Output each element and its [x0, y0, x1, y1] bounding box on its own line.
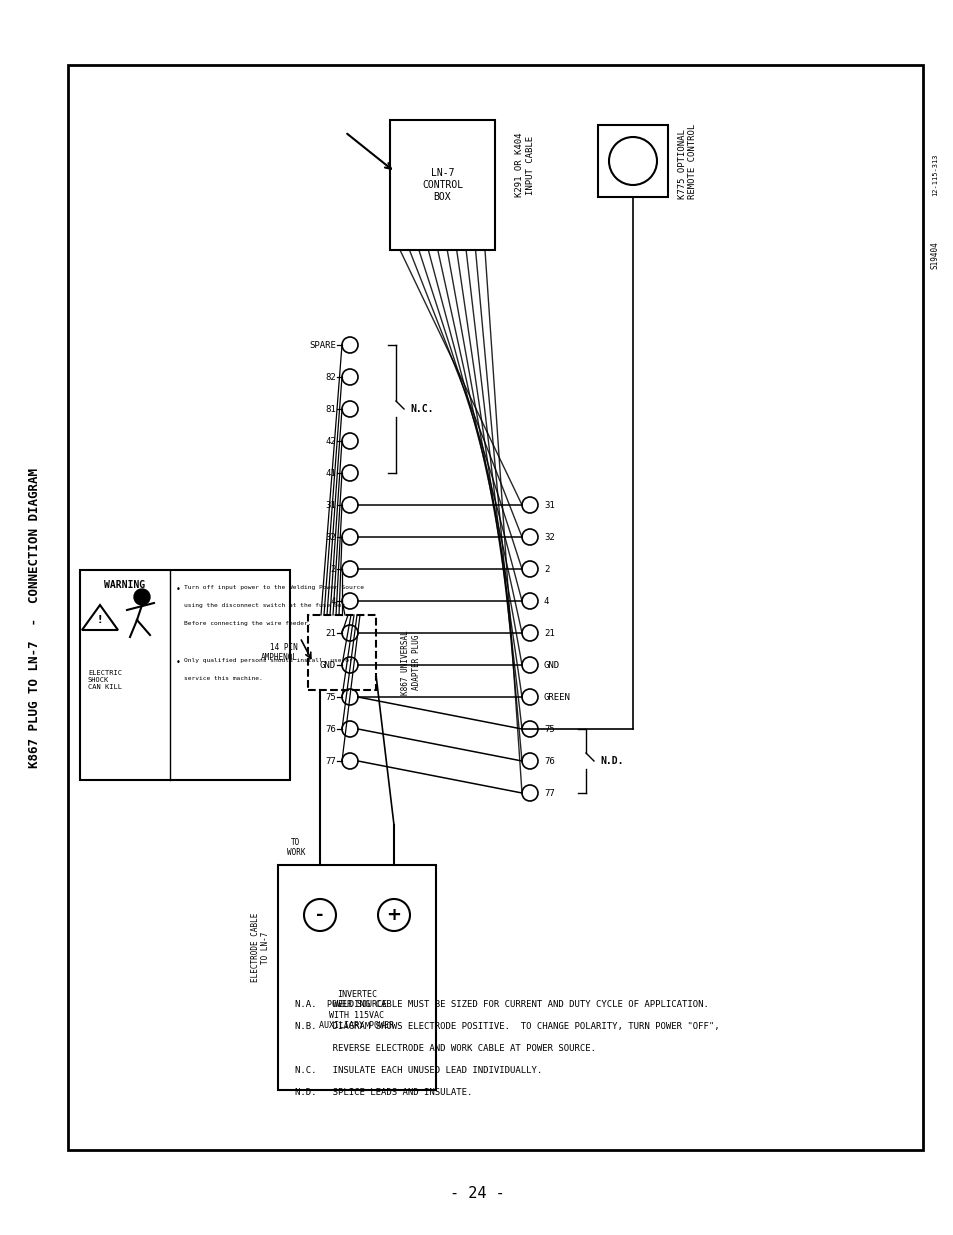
Text: GND: GND: [543, 661, 559, 669]
Text: N.D.: N.D.: [599, 756, 623, 766]
Text: ELECTRIC
SHOCK
CAN KILL: ELECTRIC SHOCK CAN KILL: [88, 671, 122, 690]
Text: ELECTRODE CABLE
TO LN-7: ELECTRODE CABLE TO LN-7: [251, 913, 270, 982]
Text: K867 UNIVERSAL
ADAPTER PLUG: K867 UNIVERSAL ADAPTER PLUG: [401, 630, 420, 695]
Text: GND: GND: [319, 661, 335, 669]
Text: 82: 82: [325, 373, 335, 382]
Text: 77: 77: [325, 757, 335, 766]
Bar: [308, 615, 375, 690]
Text: 75: 75: [325, 693, 335, 701]
Text: +: +: [386, 906, 401, 924]
Text: - 24 -: - 24 -: [449, 1186, 504, 1200]
Text: K775 OPTIONAL
REMOTE CONTROL: K775 OPTIONAL REMOTE CONTROL: [678, 124, 697, 199]
Text: 42: 42: [325, 436, 335, 446]
Text: TO
WORK: TO WORK: [287, 837, 305, 857]
Text: service this machine.: service this machine.: [184, 676, 262, 680]
Text: N.A.   WELDING CABLE MUST BE SIZED FOR CURRENT AND DUTY CYCLE OF APPLICATION.: N.A. WELDING CABLE MUST BE SIZED FOR CUR…: [294, 1000, 708, 1009]
Text: S19404: S19404: [929, 241, 939, 269]
Text: LN-7
CONTROL
BOX: LN-7 CONTROL BOX: [421, 168, 462, 201]
Text: 76: 76: [543, 757, 554, 766]
Text: 4: 4: [331, 597, 335, 605]
Text: Before connecting the wire feeder.: Before connecting the wire feeder.: [184, 621, 312, 626]
Bar: [277, 864, 436, 1091]
Bar: [68, 65, 923, 1150]
Text: 4: 4: [543, 597, 549, 605]
Text: 75: 75: [543, 725, 554, 734]
Text: 14 PIN
AMPHENOL: 14 PIN AMPHENOL: [261, 642, 297, 662]
Text: 31: 31: [325, 500, 335, 510]
Text: •: •: [175, 658, 181, 667]
Text: 2: 2: [331, 564, 335, 573]
Text: N.C.   INSULATE EACH UNUSED LEAD INDIVIDUALLY.: N.C. INSULATE EACH UNUSED LEAD INDIVIDUA…: [294, 1066, 541, 1074]
Text: 31: 31: [543, 500, 554, 510]
Text: K291 OR K404
INPUT CABLE: K291 OR K404 INPUT CABLE: [515, 132, 534, 198]
Text: GREEN: GREEN: [543, 693, 570, 701]
Text: using the disconnect switch at the fuse box: using the disconnect switch at the fuse …: [184, 603, 345, 608]
Text: 77: 77: [543, 788, 554, 798]
Text: 21: 21: [543, 629, 554, 637]
Text: 81: 81: [325, 405, 335, 414]
Text: !: !: [97, 615, 102, 625]
Text: 12-115-313: 12-115-313: [931, 153, 937, 196]
Bar: [80, 571, 290, 781]
Text: K867 PLUG TO LN-7  -  CONNECTION DIAGRAM: K867 PLUG TO LN-7 - CONNECTION DIAGRAM: [29, 468, 42, 767]
Text: N.B.   DIAGRAM SHOWS ELECTRODE POSITIVE.  TO CHANGE POLARITY, TURN POWER "OFF",: N.B. DIAGRAM SHOWS ELECTRODE POSITIVE. T…: [294, 1023, 719, 1031]
Text: N.D.   SPLICE LEADS AND INSULATE.: N.D. SPLICE LEADS AND INSULATE.: [294, 1088, 472, 1097]
Text: INVERTEC
POWER SOURCE
WITH 115VAC
AUXILIARY POWER: INVERTEC POWER SOURCE WITH 115VAC AUXILI…: [319, 990, 395, 1030]
Text: Turn off input power to the Welding Power Source: Turn off input power to the Welding Powe…: [184, 585, 364, 590]
Text: 76: 76: [325, 725, 335, 734]
Text: 41: 41: [325, 468, 335, 478]
Text: Only qualified persons should install, use or: Only qualified persons should install, u…: [184, 658, 353, 663]
Text: 32: 32: [325, 532, 335, 541]
Text: N.C.: N.C.: [410, 404, 433, 414]
Bar: [598, 125, 667, 198]
Text: SPARE: SPARE: [309, 341, 335, 350]
Text: 21: 21: [325, 629, 335, 637]
Circle shape: [133, 589, 150, 605]
Text: REVERSE ELECTRODE AND WORK CABLE AT POWER SOURCE.: REVERSE ELECTRODE AND WORK CABLE AT POWE…: [294, 1044, 596, 1053]
Bar: [390, 120, 495, 249]
Text: -: -: [315, 906, 323, 924]
Text: WARNING: WARNING: [104, 580, 146, 590]
Text: •: •: [175, 585, 181, 594]
Text: 32: 32: [543, 532, 554, 541]
Text: 2: 2: [543, 564, 549, 573]
